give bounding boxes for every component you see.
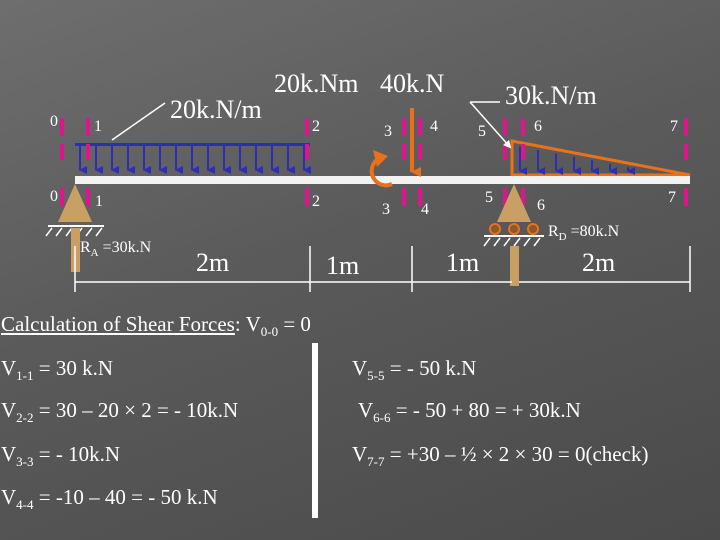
udl-20kn-per-m: [75, 143, 311, 174]
eq-v5-5: V5-5 = - 50 k.N: [352, 356, 477, 384]
support-d: [483, 184, 544, 286]
support-a-triangle: [58, 184, 92, 222]
section-top-0: 0: [50, 113, 58, 130]
section-bottom-1: 1: [95, 193, 103, 210]
section-bottom-5: 5: [485, 189, 493, 206]
section-bottom-3: 3: [382, 201, 390, 218]
calc-title-underlined: Calculation of Shear Forces: [1, 312, 235, 336]
reaction-d-label: RD =80k.N: [548, 223, 620, 243]
section-bottom-7: 7: [668, 189, 676, 206]
leader-20kn-per-m: [111, 102, 166, 141]
section-top-1: 1: [94, 118, 102, 135]
leader-30kn-per-m: [469, 101, 512, 149]
moment-arrowhead: [373, 150, 388, 167]
udl-arrows: [79, 146, 311, 174]
span-label-1: 2m: [196, 248, 229, 277]
eq-v6-6: V6-6 = - 50 + 80 = + 30k.N: [358, 398, 581, 426]
section-bottom-0: 0: [50, 188, 58, 205]
triangular-load-30kn-per-m: [510, 139, 691, 177]
section-top-6: 6: [534, 118, 542, 135]
beam: [75, 176, 690, 184]
eq-v3-3: V3-3 = - 10k.N: [1, 442, 121, 470]
section-bottom-6: 6: [537, 197, 545, 214]
support-d-triangle: [497, 184, 531, 222]
udl-top-line: [75, 143, 310, 146]
span-label-3: 1m: [446, 248, 479, 277]
eq-v1-1: V1-1 = 30 k.N: [1, 356, 114, 384]
eq-v7-7: V7-7 = +30 – ½ × 2 × 30 = 0(check): [352, 442, 649, 470]
label-30kn-per-m: 30k.N/m: [505, 81, 597, 110]
triangular-load-outline: [510, 139, 691, 177]
section-bottom-2: 2: [312, 193, 320, 210]
section-top-2: 2: [312, 118, 320, 135]
reaction-a-label: RA =30k.N: [80, 239, 152, 259]
span-label-2: 1m: [326, 251, 359, 280]
eq-v2-2: V2-2 = 30 – 20 × 2 = - 10k.N: [1, 398, 239, 426]
section-bottom-4: 4: [421, 201, 429, 218]
section-top-7: 7: [670, 118, 678, 135]
calc-title: Calculation of Shear Forces: V0-0 = 0: [1, 312, 311, 340]
dimension-lines: [74, 246, 691, 292]
label-20kn-per-m: 20k.N/m: [170, 95, 262, 124]
section-top-5: 5: [478, 123, 486, 140]
section-markers: [60, 118, 688, 206]
span-label-4: 2m: [582, 248, 615, 277]
label-40kn: 40k.N: [380, 69, 445, 98]
section-top-4: 4: [430, 118, 438, 135]
column-divider: [312, 343, 318, 518]
section-top-3: 3: [384, 123, 392, 140]
triangular-load-arrows: [519, 146, 635, 175]
label-20knm: 20k.Nm: [274, 69, 359, 98]
reaction-d-arrow: [510, 246, 519, 286]
eq-v4-4: V4-4 = -10 – 40 = - 50 k.N: [1, 485, 218, 513]
moment-20knm-arc: [369, 156, 393, 188]
beam-diagram: 20k.Nm 40k.N 30k.N/m 20k.N/m 0 1 2 3 4 5…: [50, 69, 691, 292]
